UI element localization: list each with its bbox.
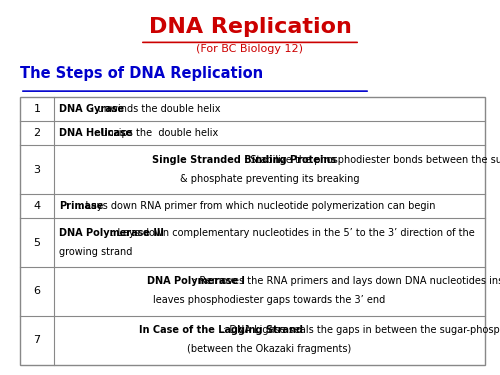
Text: 5: 5	[34, 238, 40, 248]
Text: DNA Gyrase: DNA Gyrase	[59, 104, 124, 114]
Text: : Lays down complementary nucleotides in the 5’ to the 3’ direction of the: : Lays down complementary nucleotides in…	[111, 228, 475, 238]
Text: 1: 1	[34, 104, 40, 114]
Text: 2: 2	[34, 128, 40, 138]
Text: DNA Helicase: DNA Helicase	[59, 128, 132, 138]
Text: DNA Replication: DNA Replication	[148, 17, 352, 37]
Text: 4: 4	[34, 201, 40, 211]
Text: leaves phosphodiester gaps towards the 3’ end: leaves phosphodiester gaps towards the 3…	[154, 295, 386, 305]
Text: 7: 7	[34, 335, 40, 345]
Text: 6: 6	[34, 286, 40, 297]
Text: The Steps of DNA Replication: The Steps of DNA Replication	[20, 66, 263, 81]
Text: & phosphate preventing its breaking: & phosphate preventing its breaking	[180, 174, 359, 183]
Text: In Case of the Lagging Strand: In Case of the Lagging Strand	[138, 325, 302, 335]
Text: DNA Polymerase III: DNA Polymerase III	[59, 228, 164, 238]
Text: (between the Okazaki fragments): (between the Okazaki fragments)	[188, 344, 352, 354]
Text: : DNA Ligase seals the gaps in between the sugar-phosphate backbone: : DNA Ligase seals the gaps in between t…	[223, 325, 500, 335]
Text: : Stabilize the phosphodiester bonds between the sugar: : Stabilize the phosphodiester bonds bet…	[244, 154, 500, 165]
Text: (For BC Biology 12): (For BC Biology 12)	[196, 44, 304, 54]
Bar	[20, 97, 485, 364]
Text: : Removes the RNA primers and lays down DNA nucleotides instead, however it: : Removes the RNA primers and lays down …	[194, 276, 500, 286]
Text: : Lays down RNA primer from which nucleotide polymerization can begin: : Lays down RNA primer from which nucleo…	[80, 201, 436, 211]
Text: DNA Polymerase I: DNA Polymerase I	[147, 276, 245, 286]
Text: Primase: Primase	[59, 201, 104, 211]
Text: 3: 3	[34, 165, 40, 175]
Text: : unwinds the double helix: : unwinds the double helix	[88, 104, 220, 114]
Text: : Unzips the  double helix: : Unzips the double helix	[94, 128, 218, 138]
Text: Single Stranded Binding Proteins: Single Stranded Binding Proteins	[152, 154, 336, 165]
Text: growing strand: growing strand	[59, 246, 132, 256]
